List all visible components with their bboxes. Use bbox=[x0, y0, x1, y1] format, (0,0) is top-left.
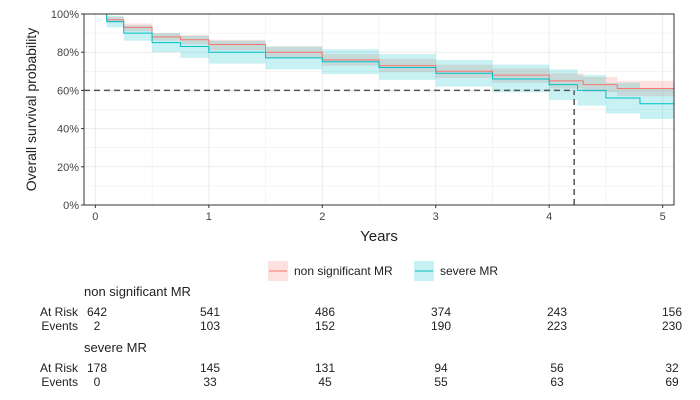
confidence-band bbox=[95, 14, 675, 120]
events-cell: 55 bbox=[434, 375, 448, 389]
x-tick-label: 3 bbox=[433, 211, 439, 223]
legend-label: severe MR bbox=[440, 264, 498, 278]
y-tick-label: 80% bbox=[57, 47, 79, 59]
at-risk-cell: 131 bbox=[314, 361, 336, 375]
at-risk-cell: 56 bbox=[550, 361, 564, 375]
at-risk-cell: 145 bbox=[199, 361, 221, 375]
events-cell: 63 bbox=[550, 375, 564, 389]
survival-curve bbox=[95, 13, 674, 89]
events-cell: 103 bbox=[199, 319, 221, 333]
at-risk-cell: 178 bbox=[86, 361, 108, 375]
at-risk-cell: 243 bbox=[546, 305, 568, 319]
at-risk-cell: 94 bbox=[434, 361, 448, 375]
events-cell: 45 bbox=[318, 375, 332, 389]
risk-table-group-title: severe MR bbox=[84, 340, 147, 355]
risk-table-row-label: Events bbox=[41, 375, 78, 389]
events-cell: 190 bbox=[430, 319, 452, 333]
at-risk-cell: 541 bbox=[199, 305, 221, 319]
x-tick-label: 0 bbox=[92, 211, 98, 223]
risk-table-row-label: At Risk bbox=[39, 361, 78, 375]
plot-border bbox=[83, 13, 675, 206]
at-risk-cell: 156 bbox=[661, 305, 683, 319]
y-tick-label: 20% bbox=[57, 162, 79, 174]
x-axis-title: Years bbox=[360, 228, 398, 245]
x-tick-label: 4 bbox=[546, 211, 552, 223]
survival-curve bbox=[95, 13, 674, 105]
events-cell: 0 bbox=[93, 375, 101, 389]
events-cell: 230 bbox=[661, 319, 683, 333]
events-cell: 69 bbox=[665, 375, 679, 389]
chart-svg: 0% 20% 40% 60% 80% 100% 0 1 2 3 4 5 Years Overall sur… bbox=[23, 9, 675, 281]
survival-chart: 0% 20% 40% 60% 80% 100% 0 1 2 3 4 5 Years Overall sur… bbox=[23, 9, 675, 281]
x-tick-label: 2 bbox=[319, 211, 325, 223]
x-tick-label: 5 bbox=[660, 211, 666, 223]
events-cell: 223 bbox=[546, 319, 568, 333]
events-cell: 152 bbox=[314, 319, 336, 333]
risk-table-group-title: non significant MR bbox=[84, 284, 191, 299]
at-risk-cell: 486 bbox=[314, 305, 336, 319]
x-tick-label: 1 bbox=[206, 211, 212, 223]
y-tick-label: 0% bbox=[63, 200, 79, 212]
risk-table-row-label: At Risk bbox=[39, 305, 78, 319]
at-risk-cell: 32 bbox=[665, 361, 679, 375]
y-tick-label: 100% bbox=[51, 9, 79, 21]
y-tick-label: 60% bbox=[57, 85, 79, 97]
legend-label: non significant MR bbox=[294, 264, 393, 278]
events-cell: 2 bbox=[93, 319, 101, 333]
risk-table-row-label: Events bbox=[41, 319, 78, 333]
y-tick-label: 40% bbox=[57, 124, 79, 136]
at-risk-cell: 374 bbox=[430, 305, 452, 319]
events-cell: 33 bbox=[203, 375, 217, 389]
y-axis-title: Overall survival probability bbox=[23, 28, 39, 191]
at-risk-cell: 642 bbox=[86, 305, 108, 319]
